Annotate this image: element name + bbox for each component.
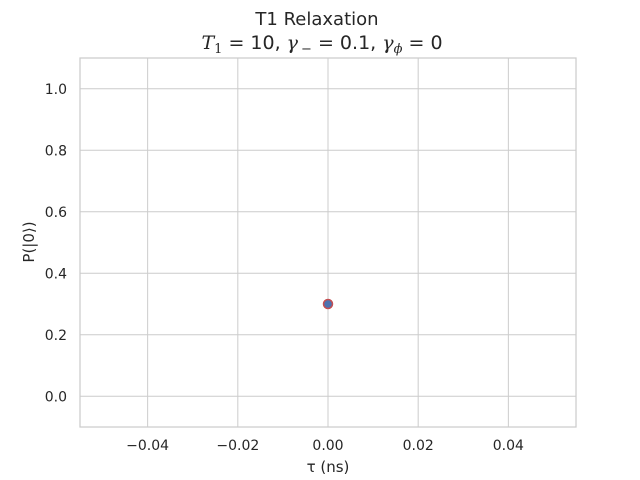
x-tick-label: −0.04 xyxy=(126,438,169,454)
data-point xyxy=(322,298,334,310)
y-tick-label: 0.2 xyxy=(45,328,67,344)
x-tick-label: 0.00 xyxy=(312,438,343,454)
gamma-phi-symbol: γ xyxy=(382,32,394,54)
y-tick-label: 1.0 xyxy=(45,82,67,98)
y-tick-label: 0.0 xyxy=(45,389,67,405)
data-points xyxy=(322,298,334,310)
gamma-minus-symbol: γ xyxy=(287,32,299,54)
x-axis-label: τ (ns) xyxy=(307,458,350,476)
y-tick-label: 0.8 xyxy=(45,143,67,159)
x-tick-label: 0.02 xyxy=(403,438,434,454)
y-tick-labels: 0.0 0.2 0.4 0.6 0.8 1.0 xyxy=(45,82,67,406)
t1-value: = 10, xyxy=(222,32,286,54)
y-tick-label: 0.6 xyxy=(45,205,67,221)
x-tick-labels: −0.04 −0.02 0.00 0.02 0.04 xyxy=(126,438,524,454)
t1-subscript: 1 xyxy=(214,42,222,57)
y-axis-label: P(|0⟩) xyxy=(20,221,38,262)
y-gridlines xyxy=(80,88,576,397)
gamma-minus-subscript: − xyxy=(301,42,312,57)
x-gridlines xyxy=(147,58,509,427)
x-tick-label: 0.04 xyxy=(493,438,524,454)
chart-title: T1 Relaxation xyxy=(254,9,378,30)
y-tick-label: 0.4 xyxy=(45,266,67,282)
axes-frame xyxy=(79,57,577,428)
x-tick-label: −0.02 xyxy=(216,438,259,454)
gamma-phi-subscript: ϕ xyxy=(394,42,403,57)
chart-subtitle: T1 = 10, γ − = 0.1, γϕ = 0 xyxy=(201,32,442,57)
t1-symbol: T xyxy=(201,32,215,54)
gamma-minus-value: = 0.1, xyxy=(312,32,382,54)
gamma-phi-value: = 0 xyxy=(402,32,442,54)
